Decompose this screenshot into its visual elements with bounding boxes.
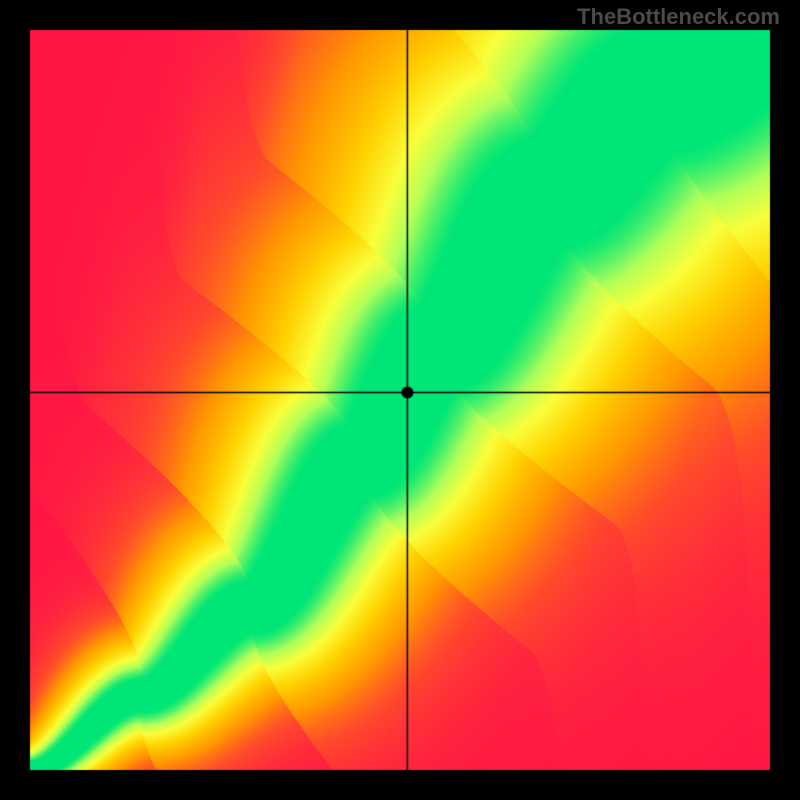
chart-container: TheBottleneck.com bbox=[0, 0, 800, 800]
bottleneck-heatmap bbox=[0, 0, 800, 800]
watermark-text: TheBottleneck.com bbox=[577, 4, 780, 30]
